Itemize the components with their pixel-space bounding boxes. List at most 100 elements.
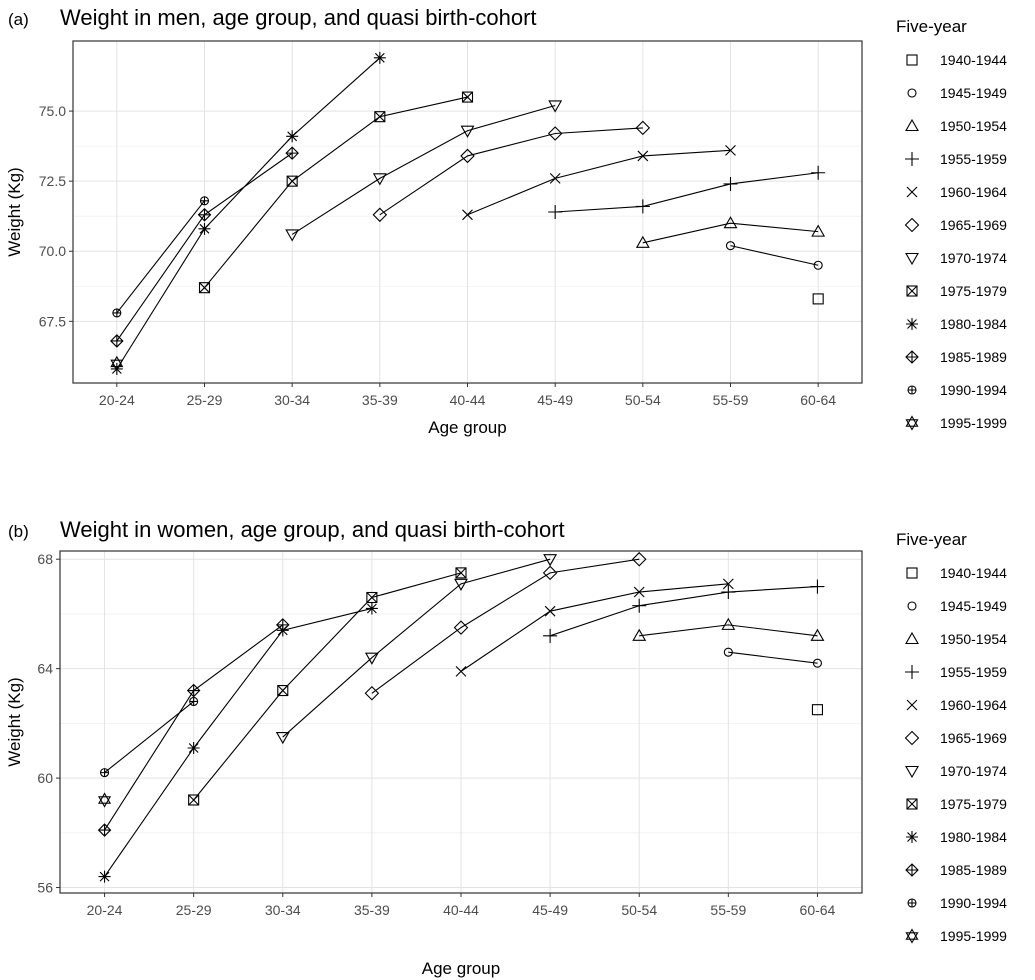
x-tick-label: 20-24 [87,902,123,918]
data-point [460,125,475,138]
legend-label: 1995-1999 [940,928,1007,944]
legend-item: 1995-1999 [905,928,1007,944]
legend-label: 1980-1984 [940,829,1007,845]
legend-label: 1950-1954 [940,631,1007,647]
series-line [116,57,381,370]
legend-key [906,831,918,843]
legend-item: 1945-1949 [907,598,1007,614]
series-line [193,572,462,801]
y-axis-label: Weight (Kg) [5,167,24,256]
data-point [723,216,738,229]
legend-item: 1950-1954 [905,631,1007,647]
data-point [285,229,300,242]
series-1960-1964 [455,578,734,677]
data-point [285,146,299,160]
panel-label: (a) [8,10,29,29]
legend-key [907,88,917,98]
series-line [116,200,205,314]
legend-label: 1975-1979 [940,283,1007,299]
series-1965-1969 [364,551,647,701]
series-1970-1974 [275,554,558,745]
legend-key [906,318,918,330]
series-1955-1959 [543,579,825,643]
y-axis-label: Weight (Kg) [5,677,24,766]
y-tick-label: 56 [37,880,53,896]
legend-key [906,699,918,711]
data-point [199,196,210,206]
x-tick-label: 55-59 [710,902,746,918]
legend-item: 1995-1999 [905,415,1007,431]
y-tick-label: 64 [37,661,53,677]
data-point [455,567,467,579]
legend-label: 1950-1954 [940,118,1007,134]
legend-key [905,252,919,266]
legend-key [905,118,919,132]
legend-key [907,898,917,908]
data-point [277,684,289,697]
legend-item: 1965-1969 [904,730,1007,746]
legend-label: 1965-1969 [940,217,1007,233]
legend-item: 1950-1954 [905,118,1007,134]
legend-label: 1970-1974 [940,763,1007,779]
legend-item: 1960-1964 [906,697,1007,713]
data-point [372,207,388,223]
x-tick-label: 35-39 [354,902,390,918]
data-point [461,91,474,103]
series-line [730,245,819,266]
legend-item: 1940-1944 [906,52,1007,68]
x-tick-label: 20-24 [99,392,135,408]
chart-panel-b: 56 60 64 68 20-24 25-29 30-34 35-39 40-44 45-49 50… [5,517,1007,978]
x-tick-label: 55-59 [713,392,749,408]
data-point [187,741,200,754]
data-point [631,551,647,567]
data-point [811,704,823,716]
x-tick-label: 30-34 [265,902,301,918]
legend-item: 1975-1979 [906,283,1007,299]
series-line [379,127,643,216]
grid [60,551,862,893]
legend-item: 1970-1974 [905,250,1007,266]
data-point [721,585,736,600]
series-line [460,583,729,672]
x-tick-label: 40-44 [450,392,486,408]
legend-item: 1960-1964 [906,184,1007,200]
data-point [97,823,112,837]
legend-key [905,863,919,877]
legend-key [906,285,918,297]
data-point [98,870,111,883]
series-line [371,558,640,694]
y-tick-label: 70.0 [39,243,66,259]
legend-label: 1960-1964 [940,184,1007,200]
series-1955-1959 [548,165,826,219]
data-point [548,205,563,219]
legend-key [906,798,918,810]
data-point [812,658,822,668]
series-1960-1964 [462,144,736,221]
x-tick-label: 45-49 [537,392,573,408]
chart-title: Weight in women, age group, and quasi bi… [60,517,565,542]
data-point [198,282,211,294]
x-axis-label: Age group [428,418,506,437]
legend-label: 1975-1979 [940,796,1007,812]
data-point [100,768,110,778]
y-tick-label: 67.5 [39,313,66,329]
data-point [725,144,736,156]
legend-key [904,730,920,746]
series-line [639,624,818,637]
legend-item: 1965-1969 [904,217,1007,233]
data-point [275,731,290,745]
x-tick-label: 45-49 [532,902,568,918]
legend-title: Five-year [896,530,967,549]
data-point [286,175,298,187]
legend-key [905,665,919,679]
series-1950-1954 [635,216,826,248]
y-tick-label: 60 [37,770,53,786]
legend-key [906,186,918,198]
chart-title: Weight in men, age group, and quasi birt… [60,5,537,30]
series-1975-1979 [198,91,474,294]
series-line [555,172,819,213]
series-line [204,96,468,289]
legend-label: 1940-1944 [940,565,1007,581]
data-point [275,618,290,632]
data-point [725,241,736,251]
